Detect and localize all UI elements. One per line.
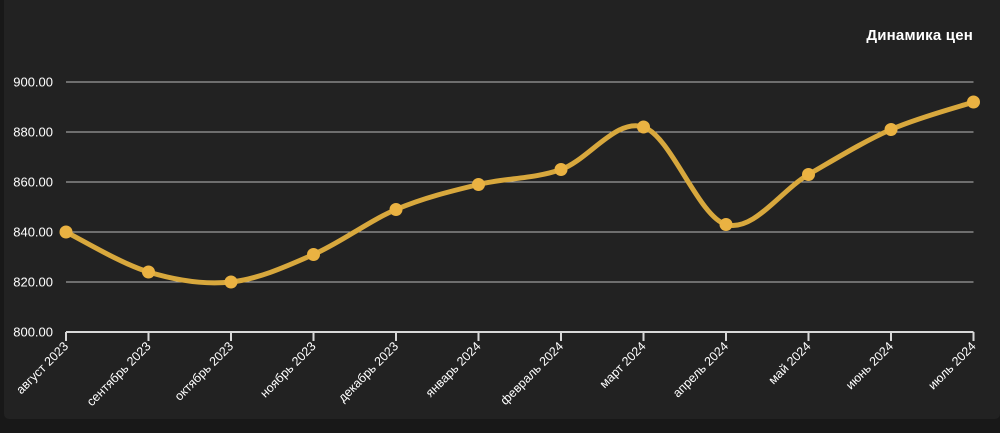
- x-axis-tick-label: сентябрь 2023: [84, 339, 154, 409]
- x-axis-tick-label: июнь 2024: [843, 339, 896, 392]
- data-point-marker[interactable]: [307, 248, 320, 261]
- data-point-marker[interactable]: [554, 163, 568, 176]
- data-point-marker[interactable]: [719, 218, 733, 231]
- data-point-marker[interactable]: [224, 275, 238, 289]
- data-point-marker[interactable]: [59, 225, 73, 239]
- x-axis-tick-label: декабрь 2023: [335, 339, 401, 405]
- y-axis-tick-label: 900.00: [13, 75, 53, 90]
- data-point-marker[interactable]: [802, 168, 815, 181]
- x-axis-tick-label: май 2024: [766, 339, 814, 387]
- x-axis-tick-label: март 2024: [597, 339, 649, 391]
- x-axis-tick-label: август 2023: [13, 339, 71, 397]
- data-point-marker[interactable]: [472, 178, 485, 191]
- data-point-marker[interactable]: [142, 265, 155, 279]
- y-axis-tick-label: 800.00: [13, 325, 53, 340]
- data-point-marker[interactable]: [637, 120, 650, 134]
- x-axis-tick-label: октябрь 2023: [172, 339, 236, 403]
- y-axis-tick-label: 880.00: [13, 125, 53, 140]
- x-axis-tick-label: июль 2024: [925, 339, 978, 392]
- y-axis-tick-label: 840.00: [13, 225, 53, 240]
- data-point-marker[interactable]: [884, 123, 898, 136]
- x-axis-tick-label: ноябрь 2023: [257, 339, 318, 400]
- chart-canvas[interactable]: 800.00 820.00 840.00 860.00 880.00 900.00 авгу…: [4, 0, 1000, 419]
- x-axis-tick-label: февраль 2024: [498, 339, 567, 408]
- data-point-marker[interactable]: [389, 203, 403, 216]
- x-axis-tick-label: январь 2024: [423, 339, 484, 400]
- chart-title: Динамика цен: [866, 27, 973, 44]
- price-line: [63, 99, 976, 286]
- x-axis-tick-label: апрель 2024: [670, 339, 731, 400]
- data-point-marker[interactable]: [967, 95, 980, 109]
- y-axis-tick-label: 860.00: [13, 175, 53, 190]
- chart-card: 800.00 820.00 840.00 860.00 880.00 900.00 авгу…: [4, 0, 1000, 419]
- y-axis-tick-label: 820.00: [13, 275, 53, 290]
